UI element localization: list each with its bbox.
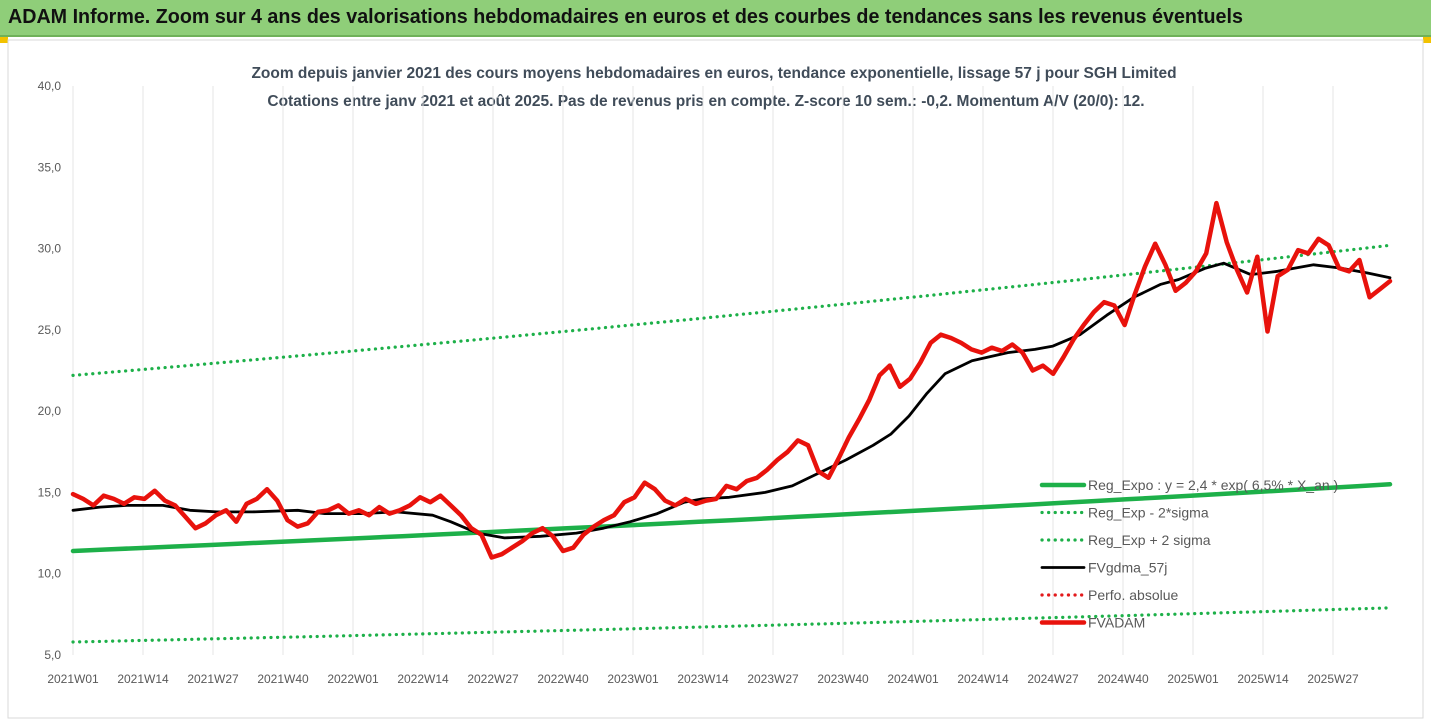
legend-fvadam-label: FVADAM <box>1088 615 1145 631</box>
trend-upper-band <box>71 243 1392 377</box>
legend-reg-exp-plus-label: Reg_Exp + 2 sigma <box>1088 532 1211 548</box>
legend-reg-exp-minus-label: Reg_Exp - 2*sigma <box>1088 505 1209 521</box>
y-tick-label: 15,0 <box>38 485 62 499</box>
x-tick-label: 2023W40 <box>817 672 869 686</box>
x-tick-label: 2021W27 <box>187 672 239 686</box>
x-tick-label: 2021W40 <box>257 672 309 686</box>
x-tick-label: 2025W27 <box>1307 672 1359 686</box>
x-tick-label: 2025W14 <box>1237 672 1289 686</box>
x-tick-label: 2024W14 <box>957 672 1009 686</box>
x-tick-label: 2022W14 <box>397 672 449 686</box>
legend-reg-expo-label: Reg_Expo : y = 2,4 * exp( 6,5% * X_an ) <box>1088 477 1338 493</box>
x-tick-label: 2022W01 <box>327 672 379 686</box>
x-tick-label: 2023W14 <box>677 672 729 686</box>
y-tick-label: 25,0 <box>38 323 62 337</box>
chart-frame <box>7 39 1424 719</box>
x-tick-label: 2021W14 <box>117 672 169 686</box>
chart-title: Zoom depuis janvier 2021 des cours moyen… <box>251 65 1176 82</box>
x-tick-label: 2022W40 <box>537 672 589 686</box>
corner-mark-right <box>1423 37 1431 43</box>
x-tick-label: 2024W27 <box>1027 672 1079 686</box>
grid <box>72 86 1334 655</box>
corner-mark-left <box>0 37 8 43</box>
trend-line <box>70 482 1393 554</box>
x-tick-label: 2022W27 <box>467 672 519 686</box>
header-banner: ADAM Informe. Zoom sur 4 ans des valoris… <box>0 0 1431 37</box>
x-axis: 2021W01 2021W14 2021W27 2021W40 2022W01 2022W… <box>47 672 1359 686</box>
x-tick-label: 2024W01 <box>887 672 939 686</box>
x-tick-label: 2023W27 <box>747 672 799 686</box>
x-tick-label: 2023W01 <box>607 672 659 686</box>
plot-area <box>70 200 1393 644</box>
y-tick-label: 10,0 <box>38 567 62 581</box>
y-tick-label: 20,0 <box>38 404 62 418</box>
chart-subtitle: Cotations entre janv 2021 et août 2025. … <box>267 93 1144 110</box>
y-axis: 40,0 35,0 30,0 25,0 20,0 15,0 10,0 5,0 <box>38 79 62 662</box>
page-title: ADAM Informe. Zoom sur 4 ans des valoris… <box>8 6 1243 28</box>
line-chart: Zoom depuis janvier 2021 des cours moyen… <box>7 39 1424 719</box>
y-tick-label: 30,0 <box>38 242 62 256</box>
y-tick-label: 35,0 <box>38 160 62 174</box>
x-tick-label: 2024W40 <box>1097 672 1149 686</box>
y-tick-label: 5,0 <box>44 648 61 662</box>
legend-fvgdma-label: FVgdma_57j <box>1088 560 1167 576</box>
legend-perfo-label: Perfo. absolue <box>1088 587 1178 603</box>
x-tick-label: 2025W01 <box>1167 672 1219 686</box>
y-tick-label: 40,0 <box>38 79 62 93</box>
moving-average-line <box>71 261 1392 540</box>
x-tick-label: 2021W01 <box>47 672 99 686</box>
trend-lower-band <box>71 606 1392 644</box>
legend: Reg_Expo : y = 2,4 * exp( 6,5% * X_an ) R… <box>1039 477 1338 631</box>
price-line <box>70 200 1393 560</box>
